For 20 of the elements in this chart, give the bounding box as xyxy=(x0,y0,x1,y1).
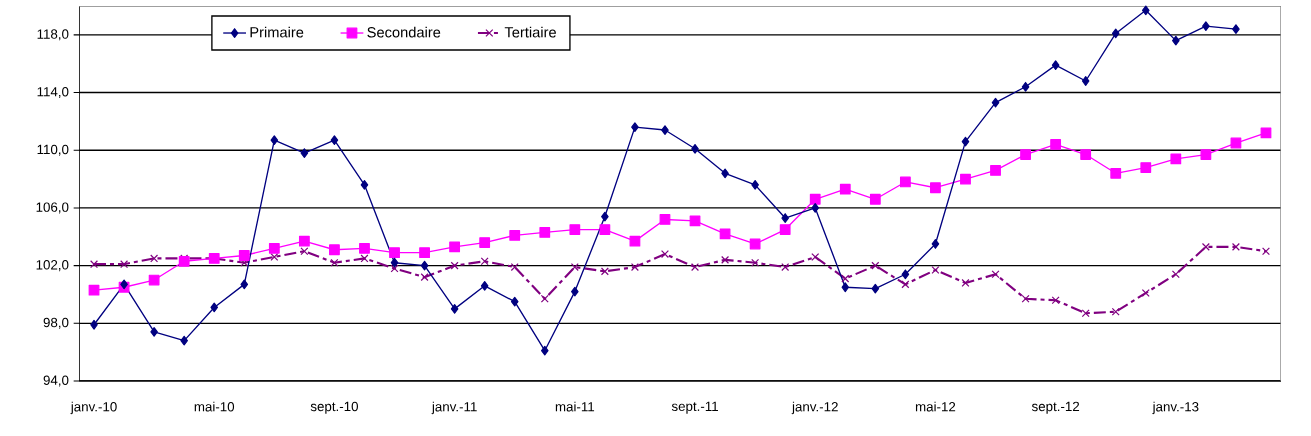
y-tick-label: 102,0 xyxy=(36,260,69,272)
y-tick-label: 106,0 xyxy=(36,202,69,214)
x-tick-label: mai-10 xyxy=(194,401,235,412)
y-tick-label: 98,0 xyxy=(43,317,69,329)
x-tick-label: mai-11 xyxy=(555,401,595,412)
x-tick-label: mai-12 xyxy=(915,401,956,412)
x-tick-label: janv.-10 xyxy=(70,401,117,415)
x-tick-label: janv.-12 xyxy=(791,401,838,415)
y-tick-label: 118,0 xyxy=(37,29,69,41)
x-tick-label: sept.-11 xyxy=(671,401,718,414)
legend-label: Primaire xyxy=(250,26,304,38)
x-tick-label: sept.-12 xyxy=(1031,401,1080,414)
y-tick-label: 110,0 xyxy=(37,144,69,156)
x-tick-label: janv.-13 xyxy=(1152,401,1199,415)
y-tick-label: 94,0 xyxy=(43,375,69,387)
x-tick-label: sept.-10 xyxy=(310,401,358,414)
legend-label: Secondaire xyxy=(367,26,441,38)
y-tick-label: 114,0 xyxy=(37,87,69,99)
x-tick-label: janv.-11 xyxy=(431,401,477,415)
legend-label: Tertiaire xyxy=(504,26,556,38)
